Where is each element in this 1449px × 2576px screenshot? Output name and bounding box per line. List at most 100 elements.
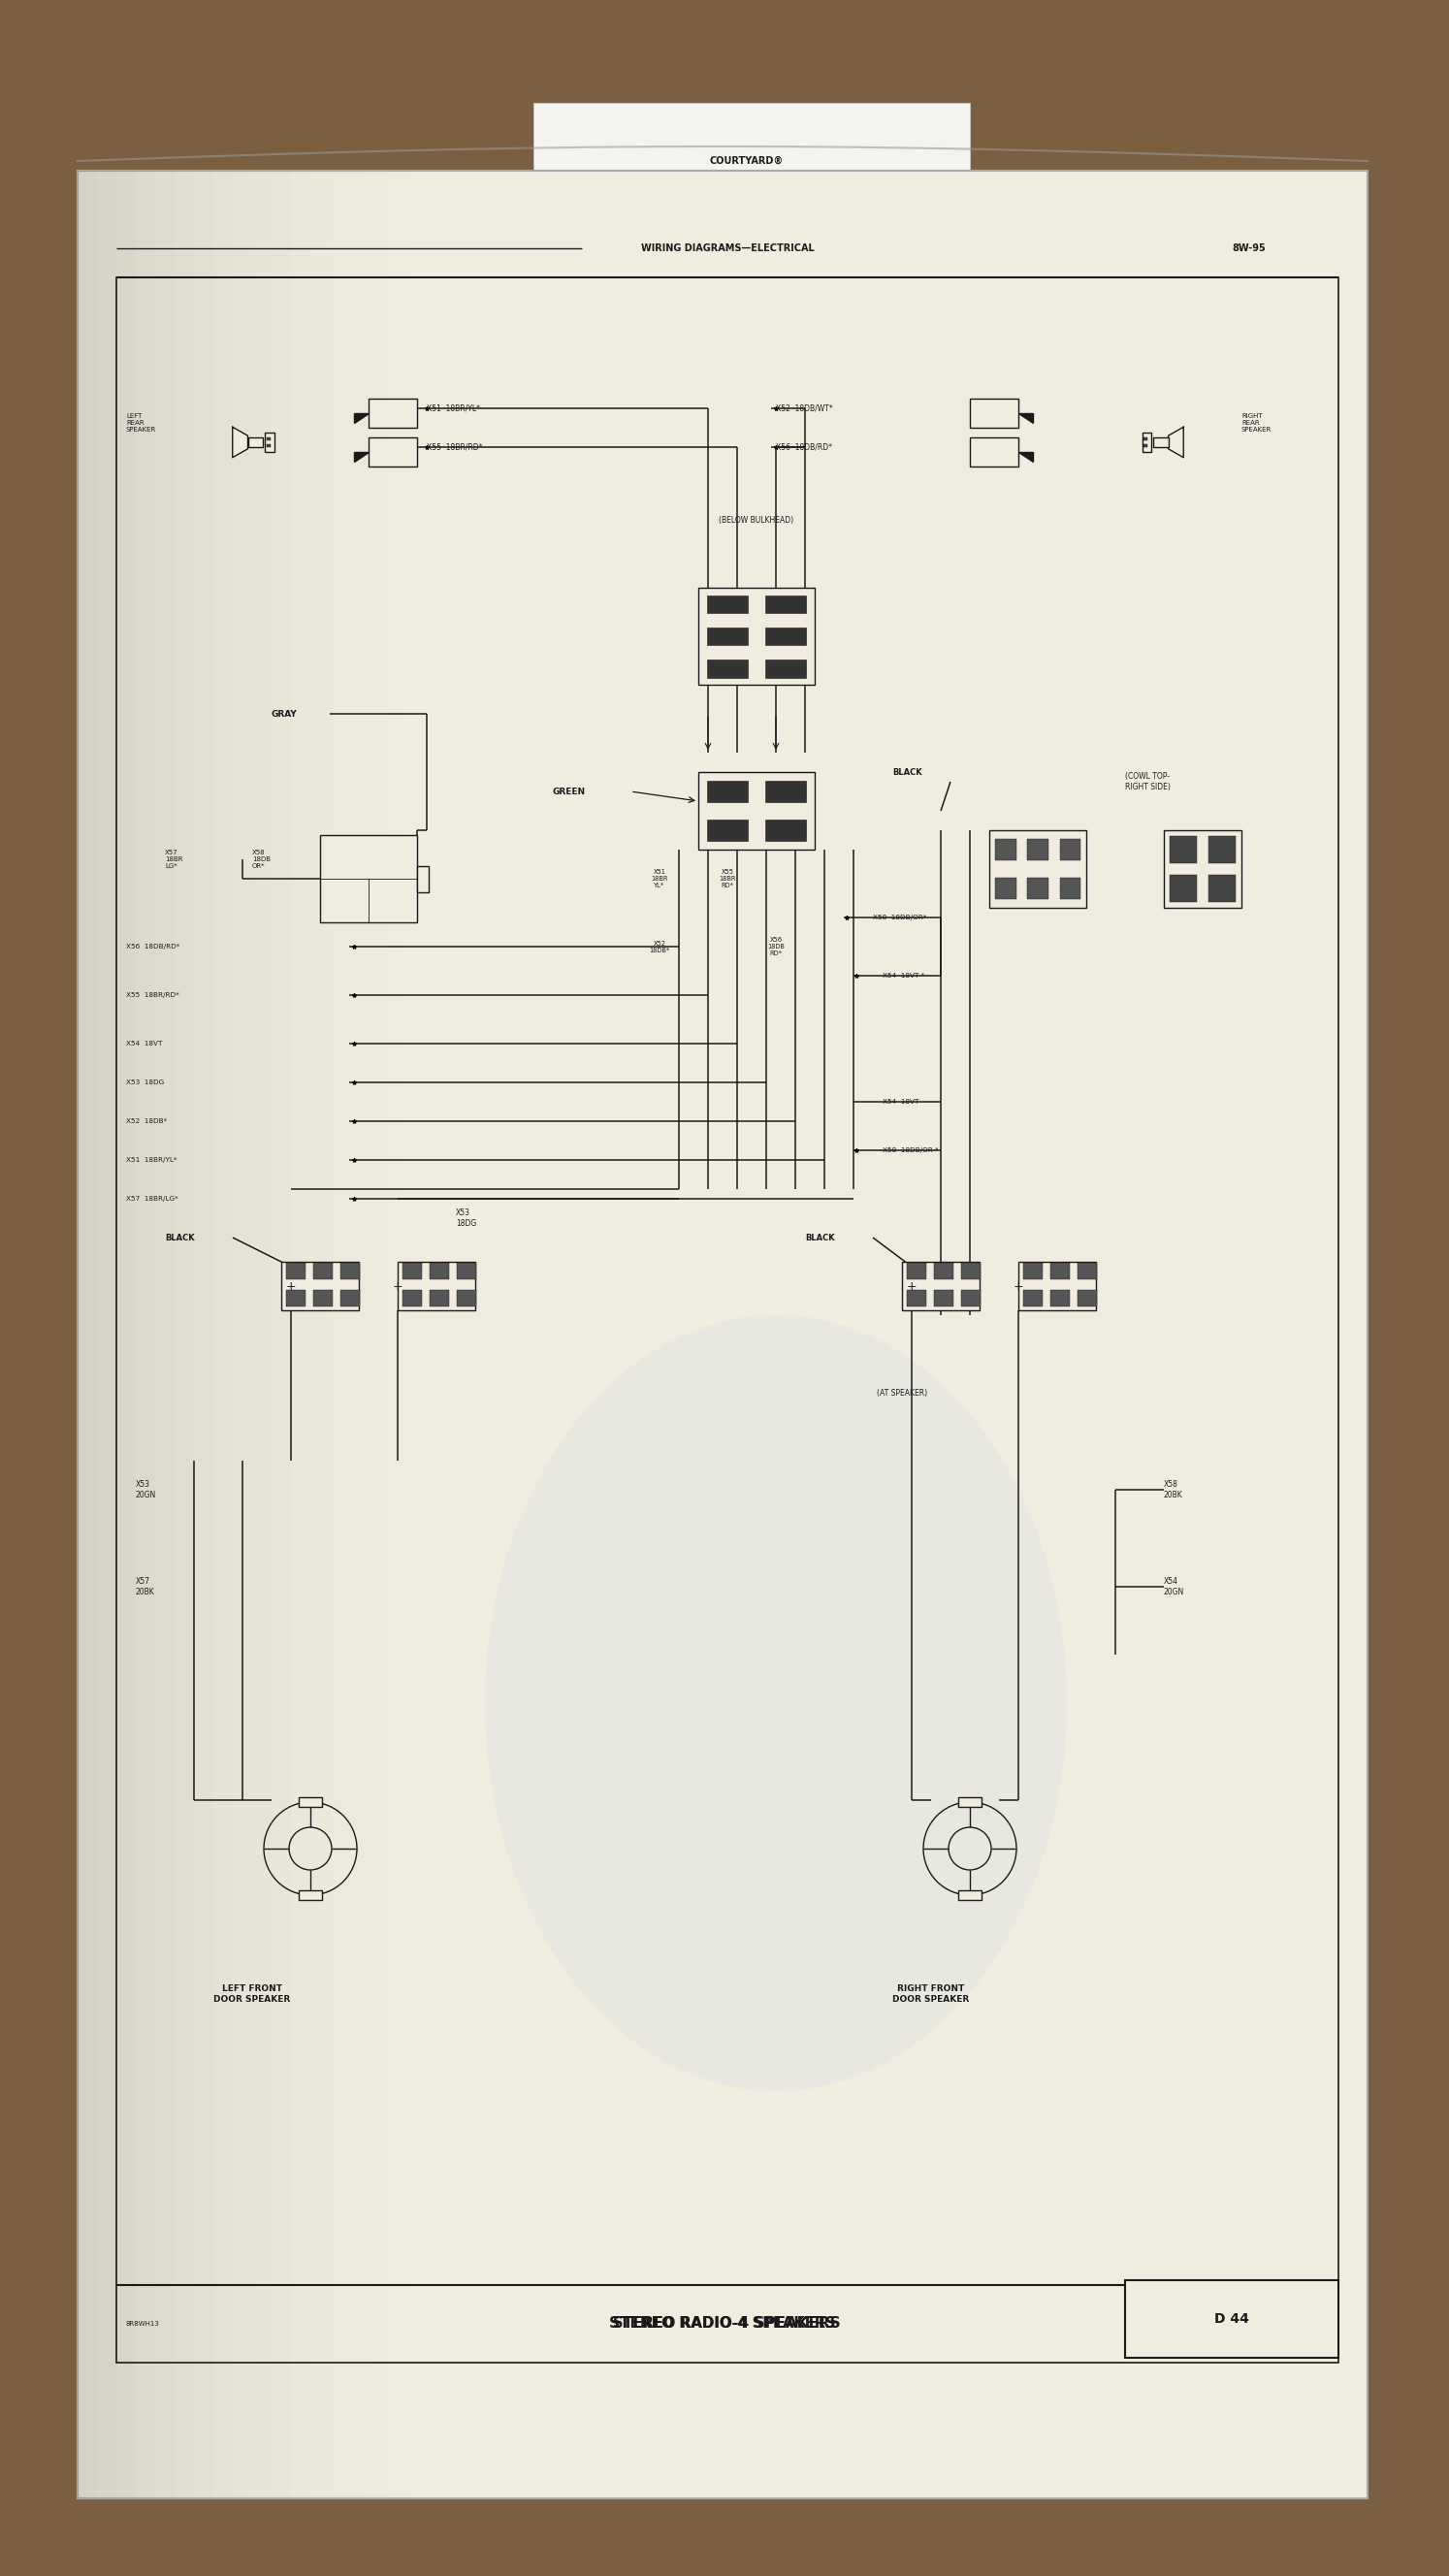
Bar <box>252 170 271 2499</box>
Bar <box>271 170 291 2499</box>
Bar <box>969 438 1019 466</box>
Text: X55
18BR
RD*: X55 18BR RD* <box>719 868 736 889</box>
Text: WIRING DIAGRAMS—ELECTRICAL: WIRING DIAGRAMS—ELECTRICAL <box>640 245 814 252</box>
Text: X55  18BR/RD*: X55 18BR/RD* <box>126 992 180 997</box>
Bar <box>285 1291 306 1306</box>
Bar <box>958 1798 981 1806</box>
Bar <box>97 170 116 2499</box>
Text: BLACK: BLACK <box>806 1234 835 1242</box>
Bar <box>1051 1262 1069 1280</box>
Bar <box>1027 878 1048 899</box>
Bar <box>765 595 806 613</box>
Text: Marriott: Marriott <box>732 196 762 204</box>
Text: X54  18VT: X54 18VT <box>126 1041 162 1046</box>
Text: X58
18DB
OR*: X58 18DB OR* <box>252 850 271 868</box>
Text: X53
20GN: X53 20GN <box>136 1481 156 1499</box>
Bar <box>456 1291 477 1306</box>
Bar <box>430 1262 449 1280</box>
Bar <box>349 170 368 2499</box>
Bar <box>368 399 417 428</box>
Bar <box>388 170 407 2499</box>
Bar <box>958 1891 981 1901</box>
Text: X58  18DB/OR *: X58 18DB/OR * <box>882 1146 939 1154</box>
Bar <box>1153 438 1168 448</box>
Bar <box>403 1262 422 1280</box>
Polygon shape <box>1019 451 1033 461</box>
Bar <box>995 840 1016 860</box>
Text: +: + <box>285 1280 296 1293</box>
Text: LEFT FRONT
DOOR SPEAKER: LEFT FRONT DOOR SPEAKER <box>214 1984 291 2004</box>
Bar <box>267 438 271 440</box>
Bar <box>136 170 155 2499</box>
Bar <box>1059 878 1081 899</box>
Bar <box>213 170 233 2499</box>
Bar <box>1059 840 1081 860</box>
Bar <box>320 835 417 922</box>
Bar <box>267 443 271 448</box>
Bar <box>1078 1291 1097 1306</box>
Bar <box>341 1262 359 1280</box>
Bar <box>990 829 1087 907</box>
Text: X51  18BR/YL*: X51 18BR/YL* <box>427 404 480 412</box>
Bar <box>961 1291 981 1306</box>
Bar <box>248 438 264 448</box>
Bar <box>1143 438 1148 440</box>
Bar <box>1143 443 1148 448</box>
Bar <box>1078 1262 1097 1280</box>
Text: X54  18VT *: X54 18VT * <box>882 974 924 979</box>
Text: X52
18DB*: X52 18DB* <box>649 940 669 953</box>
Text: X57  18BR/LG*: X57 18BR/LG* <box>126 1195 178 1200</box>
Text: GRAY: GRAY <box>271 708 297 719</box>
Polygon shape <box>1019 412 1033 422</box>
Bar <box>417 866 429 891</box>
Bar <box>330 170 349 2499</box>
Bar <box>1169 835 1197 863</box>
Bar <box>1208 873 1236 902</box>
Text: X54
20GN: X54 20GN <box>1164 1577 1184 1597</box>
Text: D 44: D 44 <box>1214 2313 1249 2326</box>
Polygon shape <box>78 170 1368 2499</box>
Bar <box>174 170 194 2499</box>
Bar <box>264 433 274 451</box>
Text: STEREO RADIO-4 SPEAKERS: STEREO RADIO-4 SPEAKERS <box>613 2316 836 2331</box>
Text: (BELOW BULKHEAD): (BELOW BULKHEAD) <box>719 515 794 526</box>
Bar <box>707 629 748 644</box>
Text: X52  18DB*: X52 18DB* <box>126 1118 167 1123</box>
Bar <box>456 1262 477 1280</box>
Bar <box>698 587 814 685</box>
Bar <box>368 170 388 2499</box>
Text: X53  18DG: X53 18DG <box>126 1079 164 1084</box>
Bar <box>368 438 417 466</box>
Bar <box>707 819 748 840</box>
Text: +: + <box>1013 1280 1023 1293</box>
Bar <box>397 1262 475 1311</box>
Text: X57
20BK: X57 20BK <box>136 1577 155 1597</box>
Text: X51  18BR/YL*: X51 18BR/YL* <box>126 1157 177 1162</box>
Bar <box>313 1262 333 1280</box>
Bar <box>969 399 1019 428</box>
Bar <box>1019 1262 1095 1311</box>
Bar <box>194 170 213 2499</box>
Bar <box>995 878 1016 899</box>
Bar <box>313 1291 333 1306</box>
Bar <box>298 1891 322 1901</box>
Bar <box>1124 2280 1339 2357</box>
Text: 8R8WH13: 8R8WH13 <box>126 2321 159 2326</box>
Bar <box>901 1262 980 1311</box>
Bar <box>1023 1291 1043 1306</box>
Bar <box>285 1262 306 1280</box>
Bar <box>765 819 806 840</box>
Bar <box>935 1291 953 1306</box>
Text: X58  18DB/OR*: X58 18DB/OR* <box>872 914 926 920</box>
Text: STEREO RADIO-4 SPEAKERS: STEREO RADIO-4 SPEAKERS <box>609 2316 840 2331</box>
Bar <box>116 278 1339 2362</box>
Bar <box>765 659 806 677</box>
Text: (COWL TOP-
RIGHT SIDE): (COWL TOP- RIGHT SIDE) <box>1124 773 1171 791</box>
Bar <box>765 781 806 801</box>
Text: X56
18DB
RD*: X56 18DB RD* <box>767 938 784 956</box>
Polygon shape <box>354 451 368 461</box>
Polygon shape <box>1168 428 1184 459</box>
Bar <box>1164 829 1242 907</box>
Text: COURTYARD®: COURTYARD® <box>710 157 784 165</box>
Text: +: + <box>907 1280 917 1293</box>
